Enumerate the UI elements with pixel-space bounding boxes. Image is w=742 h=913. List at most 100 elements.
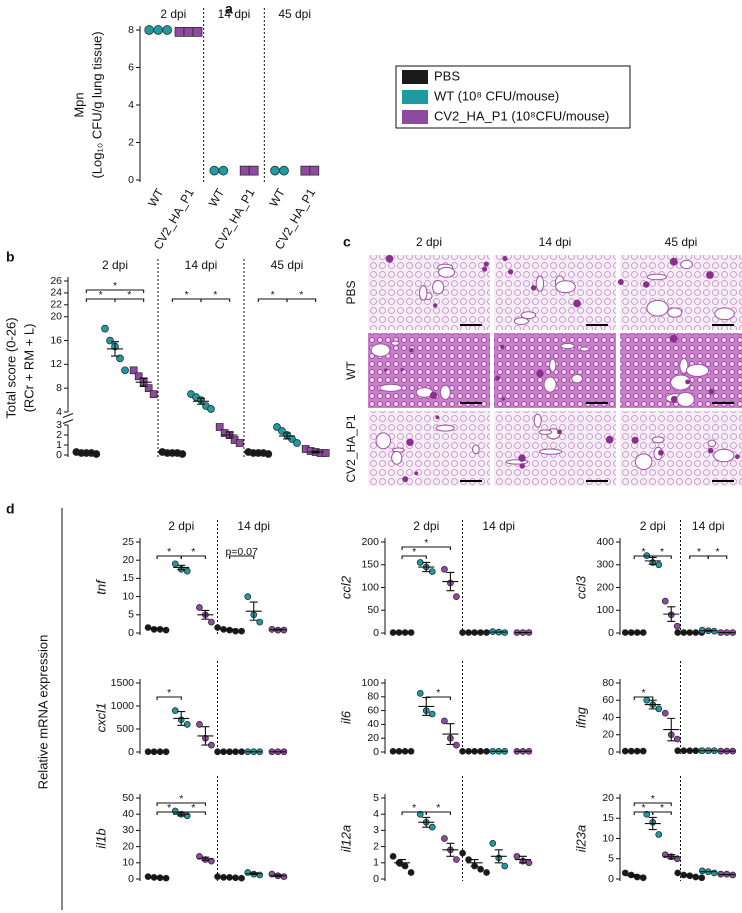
data-point — [621, 869, 629, 877]
error-bar — [153, 627, 162, 630]
error-bar — [249, 872, 258, 876]
y-axis-label: il6 — [338, 710, 353, 724]
data-point — [162, 626, 170, 634]
y-tick-label: 0 — [608, 627, 614, 639]
airway — [432, 280, 445, 295]
section-label: 45 dpi — [278, 7, 311, 21]
vessel — [482, 266, 488, 272]
y-tick-label: 24 — [50, 287, 62, 299]
airway — [714, 307, 735, 321]
significance-label: * — [715, 546, 719, 558]
y-tick-label: 1 — [373, 857, 379, 869]
y-tick-label: 100 — [596, 604, 614, 616]
data-point — [207, 405, 215, 413]
axis-break — [62, 413, 74, 418]
airway — [634, 453, 653, 471]
vessel — [707, 447, 714, 454]
error-bar — [518, 855, 527, 864]
vessel — [429, 391, 438, 399]
section-label: 45 dpi — [271, 258, 304, 272]
airway — [535, 275, 545, 292]
data-point — [673, 735, 681, 743]
significance-label: * — [167, 546, 171, 558]
section-label: 2 dpi — [102, 258, 128, 272]
section-label: 2 dpi — [160, 7, 186, 21]
significance-label: * — [697, 546, 701, 558]
y-tick-label: 26 — [50, 275, 62, 287]
airway — [679, 357, 689, 374]
significance-bracket — [425, 811, 451, 815]
data-point — [459, 747, 466, 755]
significance-bracket — [707, 555, 728, 559]
airway — [390, 340, 400, 346]
vessel — [708, 388, 715, 395]
data-point — [698, 874, 706, 882]
vessel — [617, 279, 624, 285]
x-tick-label: WT — [206, 186, 228, 210]
data-point — [214, 873, 221, 880]
vessel — [435, 415, 440, 420]
y-tick-label: 20 — [50, 311, 62, 323]
y-tick-label: 25 — [122, 536, 134, 548]
error-bar — [648, 699, 657, 710]
y-tick-label: 8 — [56, 382, 62, 394]
y-tick-label: 2 — [128, 136, 134, 148]
data-point — [239, 165, 250, 176]
data-point — [389, 852, 397, 860]
x-tick-label: WT — [266, 186, 288, 210]
y-tick-label: 5 — [128, 609, 134, 621]
y-tick-label: 4 — [373, 808, 379, 820]
data-point — [183, 27, 194, 37]
error-bar — [667, 717, 676, 742]
legend-label: PBS — [434, 68, 460, 83]
vessel — [530, 285, 537, 291]
y-tick-label: 150 — [361, 559, 379, 571]
vessel — [432, 303, 438, 308]
error-bar — [201, 856, 210, 861]
y-axis-label: (RCr + RM + L) — [21, 324, 36, 413]
y-tick-label: 20 — [122, 554, 134, 566]
data-point — [106, 336, 114, 345]
data-point — [144, 384, 153, 393]
data-point — [238, 874, 245, 882]
airway — [538, 429, 553, 435]
data-point — [279, 165, 289, 176]
significance-label: * — [167, 802, 171, 814]
y-tick-label: 0 — [128, 873, 134, 885]
error-bar — [225, 876, 234, 879]
y-tick-label: 1500 — [111, 677, 135, 689]
section-label: 14 dpi — [692, 519, 725, 533]
data-point — [674, 869, 682, 877]
y-tick-label: 1 — [56, 439, 62, 451]
error-bar — [446, 842, 455, 857]
y-axis-label: (Log₁₀ CFU/g lung tissue) — [89, 31, 104, 178]
data-point — [661, 597, 669, 605]
vessel — [483, 261, 489, 267]
data-point — [162, 25, 173, 35]
significance-bracket — [652, 811, 672, 815]
y-tick-label: 15 — [122, 572, 134, 584]
data-point — [208, 618, 215, 626]
y-tick-label: 0 — [128, 627, 134, 639]
vessel — [734, 454, 740, 460]
airway — [651, 436, 665, 444]
data-point — [459, 629, 466, 636]
y-tick-label: 0 — [608, 873, 614, 885]
vessel — [507, 269, 514, 275]
airway — [520, 311, 537, 320]
vessel — [536, 369, 544, 378]
significance-bracket — [180, 555, 206, 559]
data-point — [483, 869, 490, 876]
error-bar — [667, 854, 676, 860]
significance-label: * — [191, 802, 195, 814]
data-point — [453, 593, 460, 600]
error-bar — [111, 341, 119, 357]
vessel — [384, 368, 388, 372]
y-tick-label: 80 — [367, 691, 379, 703]
data-point — [416, 810, 424, 818]
y-tick-label: 60 — [367, 704, 379, 716]
y-tick-label: 40 — [367, 718, 379, 730]
airway — [646, 299, 669, 317]
histology-image — [368, 411, 490, 486]
error-bar — [273, 628, 282, 631]
